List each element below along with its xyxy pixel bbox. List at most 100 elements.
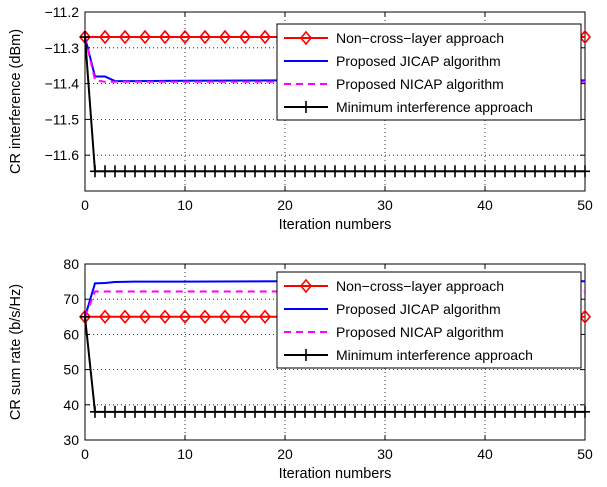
plus-marker bbox=[280, 165, 290, 178]
plus-marker bbox=[380, 165, 390, 178]
legend-label-1: Proposed JICAP algorithm bbox=[336, 53, 501, 69]
plus-marker bbox=[90, 165, 100, 178]
x-tick-label: 10 bbox=[177, 197, 193, 213]
plus-marker bbox=[150, 165, 160, 178]
y-tick-label: −11.4 bbox=[45, 76, 80, 92]
plus-marker bbox=[480, 165, 490, 178]
legend-box bbox=[276, 271, 582, 369]
plus-marker bbox=[150, 405, 160, 418]
plot-area-frame bbox=[84, 263, 586, 441]
y-tick-label: 80 bbox=[63, 256, 79, 272]
plus-marker bbox=[80, 31, 90, 44]
diamond-marker bbox=[138, 29, 152, 45]
diamond-marker bbox=[578, 309, 592, 325]
plus-marker bbox=[490, 405, 500, 418]
diamond-marker bbox=[218, 29, 232, 45]
plus-marker bbox=[500, 405, 510, 418]
plus-marker bbox=[560, 165, 570, 178]
plus-marker bbox=[270, 405, 280, 418]
plus-marker bbox=[190, 405, 200, 418]
y-tick-label: −11.5 bbox=[45, 111, 80, 127]
plus-marker bbox=[380, 405, 390, 418]
x-tick-label: 40 bbox=[477, 197, 493, 213]
plus-marker bbox=[490, 165, 500, 178]
diamond-marker bbox=[258, 309, 272, 325]
plus-marker bbox=[320, 405, 330, 418]
x-axis-label: Iteration numbers bbox=[279, 466, 392, 482]
plus-marker bbox=[440, 165, 450, 178]
plus-marker bbox=[250, 165, 260, 178]
plus-marker bbox=[130, 405, 140, 418]
plus-marker bbox=[520, 405, 530, 418]
plus-marker bbox=[470, 405, 480, 418]
plus-marker bbox=[300, 165, 310, 178]
y-tick-label: 60 bbox=[63, 326, 79, 342]
plus-marker bbox=[440, 405, 450, 418]
diamond-marker bbox=[178, 309, 192, 325]
plus-marker bbox=[310, 165, 320, 178]
diamond-marker bbox=[118, 29, 132, 45]
plus-marker bbox=[260, 405, 270, 418]
plus-marker bbox=[160, 405, 170, 418]
x-tick-label: 50 bbox=[577, 197, 593, 213]
diamond-marker bbox=[578, 29, 592, 45]
plus-marker bbox=[510, 165, 520, 178]
plus-marker bbox=[80, 310, 90, 323]
legend-label-3: Minimum interference approach bbox=[336, 347, 533, 363]
plus-marker bbox=[460, 405, 470, 418]
plus-marker bbox=[350, 165, 360, 178]
plus-marker bbox=[560, 405, 570, 418]
legend-plus-marker bbox=[301, 349, 311, 361]
plus-marker bbox=[350, 405, 360, 418]
diamond-marker bbox=[238, 29, 252, 45]
plus-marker bbox=[130, 165, 140, 178]
x-tick-label: 0 bbox=[81, 197, 89, 213]
plus-marker bbox=[100, 165, 110, 178]
x-tick-label: 30 bbox=[377, 446, 393, 462]
plus-marker bbox=[370, 405, 380, 418]
plus-marker bbox=[570, 405, 580, 418]
plus-marker bbox=[110, 405, 120, 418]
plus-marker bbox=[530, 405, 540, 418]
y-tick-label: −11.6 bbox=[45, 147, 80, 163]
legend-diamond-marker bbox=[299, 30, 313, 46]
plus-marker bbox=[270, 165, 280, 178]
plus-marker bbox=[120, 405, 130, 418]
legend-label-3: Minimum interference approach bbox=[336, 99, 533, 115]
x-tick-label: 20 bbox=[277, 446, 293, 462]
plus-marker bbox=[430, 405, 440, 418]
plus-marker bbox=[180, 405, 190, 418]
plus-marker bbox=[410, 405, 420, 418]
plus-marker bbox=[220, 405, 230, 418]
plus-marker bbox=[140, 405, 150, 418]
diamond-marker bbox=[138, 309, 152, 325]
legend-box bbox=[276, 23, 582, 121]
plus-marker bbox=[120, 165, 130, 178]
plus-marker bbox=[540, 405, 550, 418]
plus-marker bbox=[260, 165, 270, 178]
y-axis-label: CR sum rate (b/s/Hz) bbox=[8, 284, 24, 420]
y-tick-label: 40 bbox=[63, 397, 79, 413]
plus-marker bbox=[370, 165, 380, 178]
plus-marker bbox=[340, 405, 350, 418]
plus-marker bbox=[390, 405, 400, 418]
series-line-2 bbox=[84, 36, 585, 83]
x-tick-label: 30 bbox=[377, 197, 393, 213]
plus-marker bbox=[280, 405, 290, 418]
legend-label-1: Proposed JICAP algorithm bbox=[336, 301, 501, 317]
plus-marker bbox=[330, 405, 340, 418]
plus-marker bbox=[460, 165, 470, 178]
plus-marker bbox=[290, 405, 300, 418]
plus-marker bbox=[90, 405, 100, 418]
plus-marker bbox=[430, 165, 440, 178]
plus-marker bbox=[420, 165, 430, 178]
plus-marker bbox=[500, 165, 510, 178]
plus-marker bbox=[550, 405, 560, 418]
interference-chart: 0 10 20 30 40 50 −11.6 −11.5 −11.4 −11.3 −11.2 Iter… bbox=[8, 4, 593, 233]
diamond-marker bbox=[198, 309, 212, 325]
plus-marker bbox=[320, 165, 330, 178]
plus-marker bbox=[200, 165, 210, 178]
diamond-marker bbox=[258, 29, 272, 45]
plus-marker bbox=[540, 165, 550, 178]
sum-rate-chart: 0 10 20 30 40 50 30 40 50 60 70 80 Iteration numbers… bbox=[8, 256, 593, 482]
